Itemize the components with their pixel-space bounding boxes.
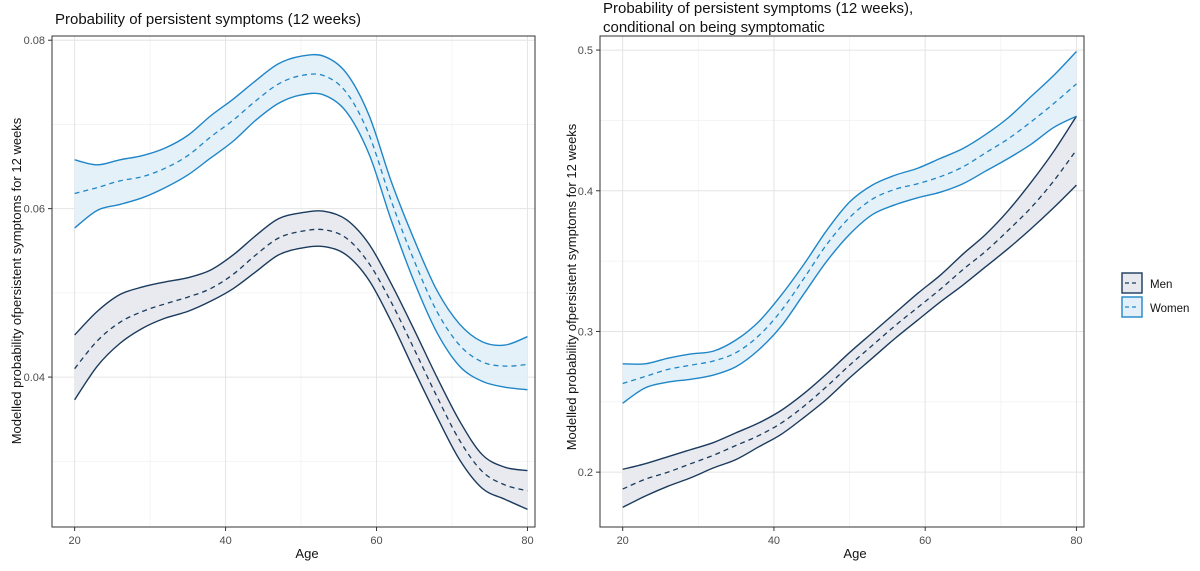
right-y-axis-label: Modelled probability ofpersistent sympto…	[564, 123, 579, 450]
left-x-tick-label: 40	[219, 535, 231, 547]
left-y-axis-label: Modelled probability ofpersistent sympto…	[9, 117, 24, 444]
right-x-tick-label: 60	[919, 535, 931, 547]
legend-item-men: Men	[1121, 272, 1172, 294]
left-y-tick-label: 0.06	[24, 204, 45, 216]
left-women-confidence-band	[74, 54, 528, 390]
legend: Men Women	[1121, 272, 1189, 318]
right-x-tick-label: 20	[617, 535, 629, 547]
left-men-estimate-line	[74, 228, 528, 492]
right-chart-subtitle: conditional on being symptomatic	[603, 19, 825, 36]
right-men-estimate-line	[622, 149, 1077, 490]
right-x-tick-label: 40	[768, 535, 780, 547]
right-women-confidence-band	[622, 51, 1077, 404]
left-x-axis-label: Age	[295, 546, 318, 561]
left-plot-area: 20 40 60 80 0.04 0.06 0.08	[24, 35, 536, 547]
right-panel-border	[599, 35, 1085, 528]
left-men-confidence-band	[74, 210, 528, 510]
left-panel-border	[51, 35, 536, 528]
left-x-tick-label: 60	[370, 535, 382, 547]
left-women-lower-bound	[74, 92, 528, 391]
right-y-tick-label: 0.3	[578, 326, 593, 338]
left-men-lower-bound	[74, 245, 528, 510]
right-x-axis-label: Age	[843, 546, 866, 561]
left-panel: Probability of persistent symptoms (12 w…	[9, 11, 536, 561]
right-men-confidence-band	[622, 116, 1077, 508]
legend-label-men: Men	[1150, 279, 1172, 291]
left-x-tick-label: 80	[521, 535, 533, 547]
right-panel-background	[600, 36, 1084, 527]
left-y-tick-label: 0.08	[24, 35, 45, 47]
right-men-upper-bound	[622, 115, 1078, 470]
right-men-lower-bound	[622, 184, 1077, 508]
right-y-tick-label: 0.4	[578, 186, 593, 198]
legend-label-women: Women	[1150, 303, 1189, 315]
left-women-upper-bound	[74, 53, 528, 347]
left-y-tick-label: 0.04	[24, 372, 45, 384]
right-y-tick-label: 0.5	[578, 45, 593, 57]
right-women-upper-bound	[622, 50, 1077, 365]
left-women-estimate-line	[74, 73, 528, 367]
left-chart-title: Probability of persistent symptoms (12 w…	[55, 11, 361, 28]
left-x-tick-label: 20	[69, 535, 81, 547]
right-chart-title: Probability of persistent symptoms (12 w…	[603, 0, 913, 17]
right-y-tick-label: 0.2	[578, 467, 593, 479]
right-x-tick-label: 80	[1070, 535, 1082, 547]
right-plot-area: 20 40 60 80 0.2 0.3 0.4 0.5	[578, 35, 1085, 547]
legend-item-women: Women	[1121, 296, 1189, 318]
left-men-upper-bound	[74, 210, 528, 472]
right-panel: Probability of persistent symptoms (12 w…	[564, 0, 1085, 561]
right-women-lower-bound	[622, 115, 1077, 404]
